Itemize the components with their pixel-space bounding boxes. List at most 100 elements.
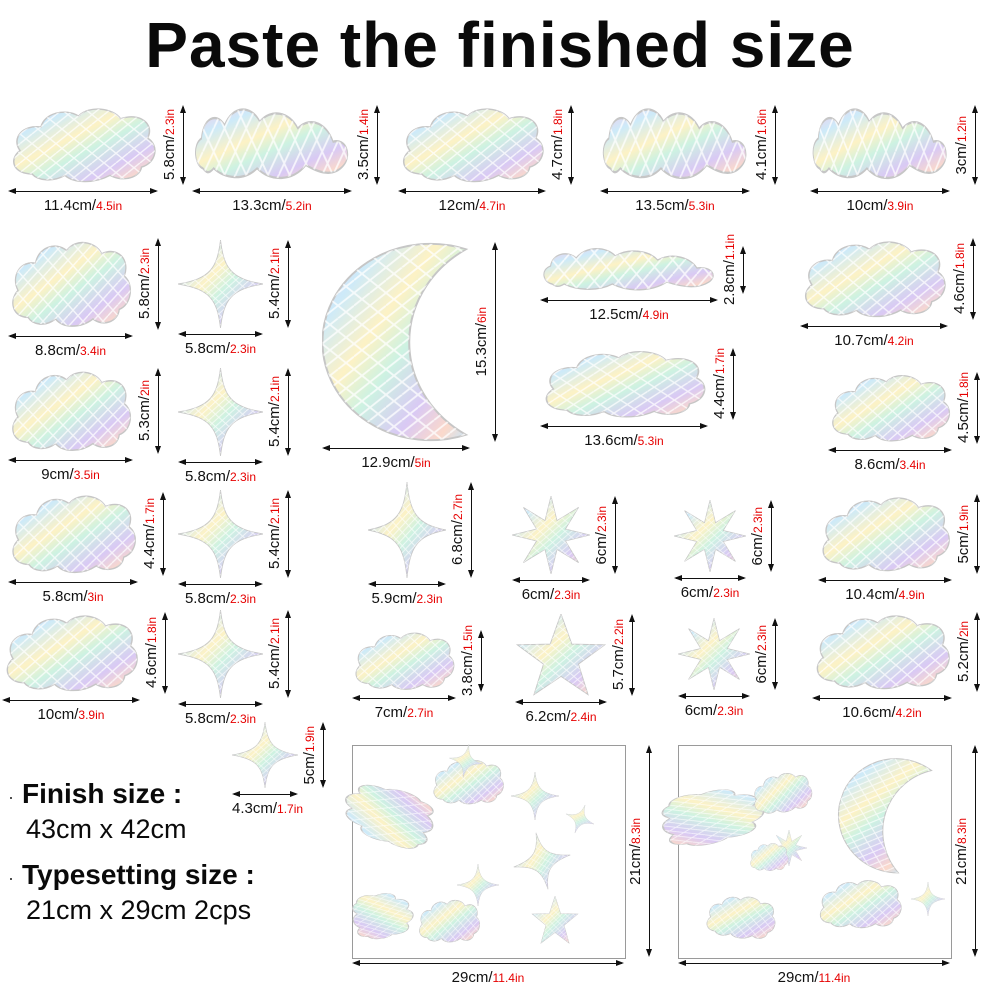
width-dimension: 10.7cm/4.2in [800, 322, 948, 350]
height-dimension: 4.5cm/1.8in [955, 372, 982, 444]
height-dimension: 4.6cm/1.8in [951, 238, 978, 320]
horizontal-arrow-icon [678, 959, 950, 968]
height-cm-text: 2.8cm/ [721, 260, 738, 306]
width-in-text: 4.7in [479, 199, 506, 213]
height-dimension: 15.3cm/6in [473, 242, 500, 442]
height-in-text: 1.8in [551, 109, 565, 136]
width-label: 5.9cm/2.3in [368, 590, 446, 608]
width-dimension: 6cm/2.3in [674, 574, 746, 602]
height-cm-text: 3.5cm/ [355, 135, 372, 181]
width-in-text: 2.3in [713, 586, 740, 600]
height-dimension: 5.4cm/2.1in [266, 368, 293, 456]
sticker-shape [600, 105, 750, 185]
sticker-item: 6.8cm/2.7in 5.9cm/2.3in [368, 482, 476, 612]
shape-use [195, 110, 347, 178]
sticker-shape [512, 496, 590, 574]
shape-use [823, 498, 949, 571]
width-dimension: 6cm/2.3in [678, 692, 750, 720]
width-in-text: 3in [87, 590, 104, 604]
height-label: 5.8cm/2.3in [161, 109, 178, 180]
height-label: 3.8cm/1.5in [459, 625, 476, 696]
width-dimension: 6cm/2.3in [512, 576, 590, 604]
sticker-item: 15.3cm/6in 12.9cm/5in [322, 242, 500, 476]
vertical-arrow-icon [284, 610, 293, 698]
sticker-shape [8, 238, 133, 330]
height-label: 21cm/8.3in [627, 818, 644, 885]
height-label: 6.8cm/2.7in [449, 494, 466, 565]
vertical-arrow-icon [467, 482, 476, 578]
vertical-arrow-icon [491, 242, 500, 442]
width-in-text: 11.4in [818, 971, 851, 985]
height-in-text: 1.8in [953, 243, 967, 270]
width-dimension: 5.8cm/3in [8, 578, 138, 606]
width-in-text: 2.3in [229, 470, 257, 484]
height-cm-text: 5.3cm/ [136, 396, 153, 442]
shape-use [14, 109, 155, 182]
height-dimension: 6cm/2.3in [753, 618, 780, 690]
horizontal-arrow-icon [8, 187, 158, 196]
height-dimension: 3.5cm/1.4in [355, 105, 382, 185]
vertical-arrow-icon [159, 492, 168, 576]
width-dimension: 5.8cm/2.3in [178, 330, 263, 358]
width-dimension: 9cm/3.5in [8, 456, 133, 484]
height-cm-text: 4.7cm/ [549, 135, 566, 181]
sheet-shape-cloud [817, 878, 903, 930]
horizontal-arrow-icon [8, 332, 133, 341]
vertical-arrow-icon [771, 618, 780, 690]
vertical-arrow-icon [477, 630, 486, 692]
sticker-item: 4.6cm/1.8in 10.7cm/4.2in [800, 238, 978, 354]
width-in-text: 4.2in [887, 334, 914, 348]
width-dimension: 4.3cm/1.7in [232, 790, 303, 818]
height-dimension: 5.2cm/2in [955, 612, 982, 692]
horizontal-arrow-icon [8, 578, 138, 587]
height-cm-text: 4.6cm/ [143, 643, 160, 689]
horizontal-arrow-icon [515, 698, 607, 707]
width-in-text: 4.2in [895, 706, 922, 720]
vertical-arrow-icon [284, 240, 293, 328]
width-cm-text: 6cm/ [684, 702, 718, 719]
height-dimension: 4.1cm/1.6in [753, 105, 780, 185]
width-in-text: 3.5in [73, 468, 100, 482]
height-label: 4.4cm/1.7in [141, 498, 158, 570]
vertical-arrow-icon [767, 500, 776, 572]
sticker-item: 4.4cm/1.7in 13.6cm/5.3in [540, 348, 738, 454]
sticker-item: 5.2cm/2in 10.6cm/4.2in [812, 612, 982, 726]
width-label: 29cm/11.4in [678, 969, 950, 987]
height-dimension: 5.3cm/2in [136, 368, 163, 454]
height-dimension: 4.7cm/1.8in [549, 105, 576, 185]
width-in-text: 2.7in [407, 706, 434, 720]
horizontal-arrow-icon [810, 187, 950, 196]
width-label: 10.7cm/4.2in [800, 332, 948, 350]
height-cm-text: 5.2cm/ [955, 637, 972, 683]
height-in-text: 1.8in [145, 617, 159, 644]
height-cm-text: 3cm/ [953, 141, 970, 175]
horizontal-arrow-icon [812, 694, 952, 703]
width-in-text: 3.9in [78, 708, 105, 722]
horizontal-arrow-icon [322, 444, 470, 453]
width-label: 10.6cm/4.2in [812, 704, 952, 722]
horizontal-arrow-icon [512, 576, 590, 585]
height-in-text: 1.6in [755, 109, 769, 136]
width-in-text: 4.9in [898, 588, 925, 602]
horizontal-arrow-icon [540, 422, 708, 431]
bullet-icon: · [8, 787, 14, 807]
shape-use [368, 482, 446, 578]
width-cm-text: 5.8cm/ [184, 590, 230, 607]
sticker-item: 5cm/1.9in 4.3cm/1.7in [232, 722, 328, 822]
width-cm-text: 12.5cm/ [589, 306, 643, 323]
sheet-shape-star4 [508, 827, 577, 896]
shape-use [178, 490, 263, 578]
sticker-item: 6cm/2.3in 6cm/2.3in [674, 500, 776, 606]
height-label: 2.8cm/1.1in [721, 234, 738, 306]
sticker-shape [192, 105, 352, 185]
sticker-item: 2.8cm/1.1in 12.5cm/4.9in [540, 234, 748, 328]
height-cm-text: 4.4cm/ [141, 524, 158, 570]
height-label: 3cm/1.2in [953, 116, 970, 175]
vertical-arrow-icon [179, 105, 188, 185]
sticker-shape [8, 492, 138, 576]
height-dimension: 3cm/1.2in [953, 105, 980, 185]
width-cm-text: 29cm/ [777, 969, 819, 986]
width-dimension: 29cm/11.4in [678, 959, 950, 987]
height-label: 5.4cm/2.1in [266, 376, 283, 447]
height-dimension: 2.8cm/1.1in [721, 234, 748, 306]
